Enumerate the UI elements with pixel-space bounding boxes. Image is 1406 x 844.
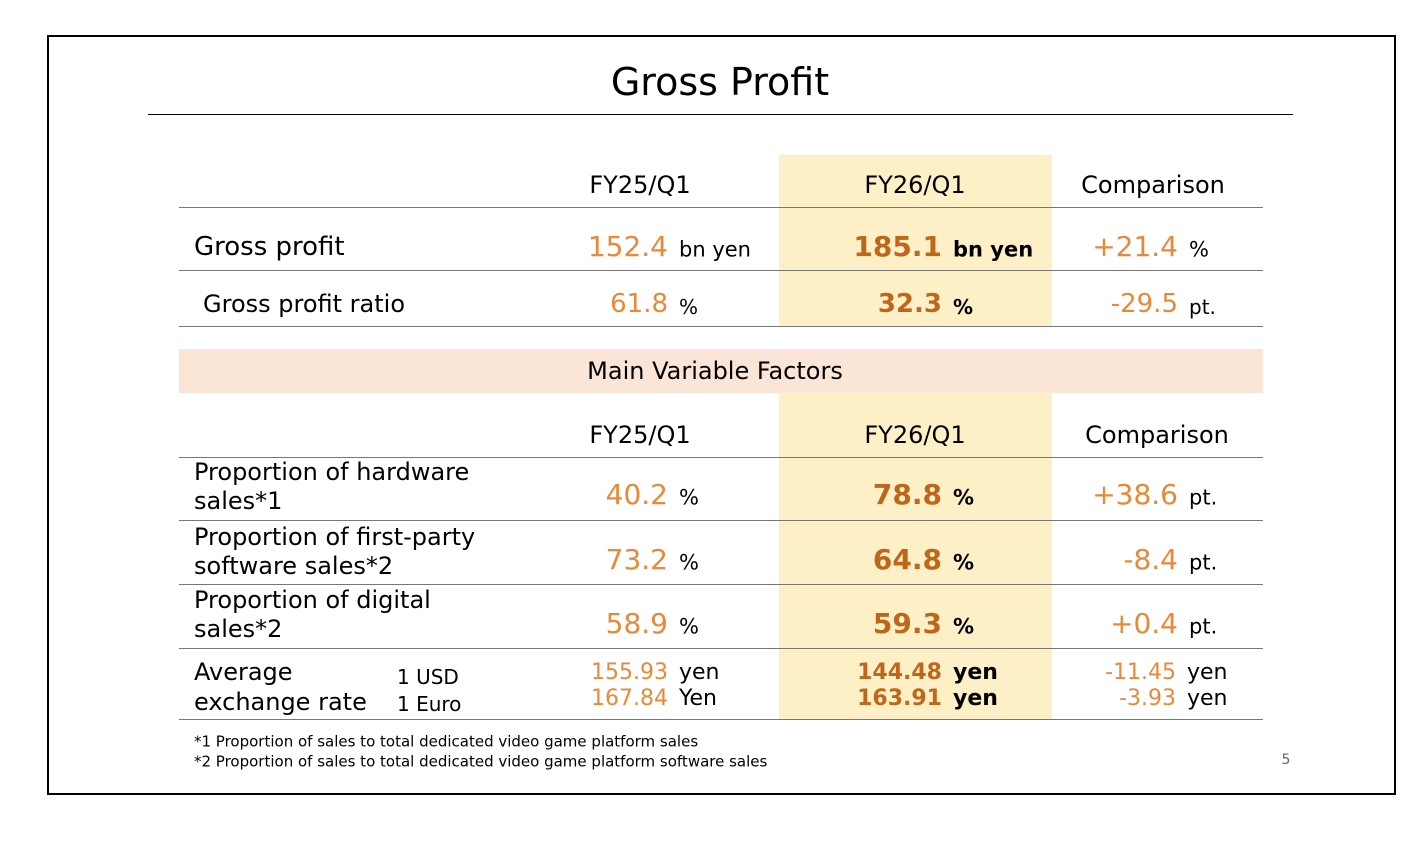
cell-unit: pt. <box>1189 295 1216 319</box>
cell-value: 73.2 <box>605 543 668 576</box>
cell-value: +0.4 <box>1110 607 1178 640</box>
cell-unit: % <box>953 614 975 639</box>
currency-label: 1 Euro <box>397 692 462 716</box>
cell-value: -8.4 <box>1123 543 1178 576</box>
cell-value: -11.45 <box>1105 660 1176 685</box>
cell-value: 58.9 <box>605 607 668 640</box>
frame <box>47 35 1396 795</box>
cell-unit: yen <box>679 660 720 685</box>
row-label: Gross profit ratio <box>203 290 406 318</box>
row-label: Gross profit <box>194 232 345 262</box>
cell-unit: % <box>679 295 699 319</box>
footnote: *2 Proportion of sales to total dedicate… <box>194 752 768 771</box>
row-label: exchange rate <box>194 688 367 716</box>
cell-value: 40.2 <box>605 478 668 511</box>
row-rule <box>179 326 1263 327</box>
cell-unit: % <box>679 485 699 510</box>
cell-unit: pt. <box>1189 550 1218 575</box>
highlight-column <box>779 393 1052 719</box>
cell-unit: pt. <box>1189 614 1218 639</box>
row-rule <box>179 719 1263 720</box>
row-rule <box>179 270 1263 271</box>
cell-unit: % <box>953 485 975 510</box>
cell-value: 167.84 <box>591 686 668 711</box>
currency-label: 1 USD <box>397 665 459 689</box>
row-label: Proportion of hardware <box>194 458 470 486</box>
cell-value: 78.8 <box>872 478 942 511</box>
cell-value: 59.3 <box>872 607 942 640</box>
cell-value: -29.5 <box>1110 289 1178 319</box>
cell-unit: Yen <box>679 686 717 711</box>
cell-unit: yen <box>1187 686 1228 711</box>
row-label: Proportion of first-party <box>194 523 476 551</box>
cell-unit: % <box>953 295 974 319</box>
cell-value: 32.3 <box>877 289 942 319</box>
cell-unit: yen <box>953 686 998 711</box>
cell-value: +21.4 <box>1092 230 1178 263</box>
column-header: FY25/Q1 <box>589 421 691 449</box>
row-label: Average <box>194 658 293 686</box>
footnote: *1 Proportion of sales to total dedicate… <box>194 732 699 751</box>
cell-unit: bn yen <box>679 237 751 262</box>
section-title: Main Variable Factors <box>587 357 843 385</box>
highlight-column <box>779 155 1052 326</box>
column-header: FY26/Q1 <box>864 421 966 449</box>
cell-unit: % <box>679 614 699 639</box>
cell-value: -3.93 <box>1119 686 1176 711</box>
column-header: FY25/Q1 <box>589 171 691 199</box>
row-label: sales*2 <box>194 615 283 643</box>
column-header: FY26/Q1 <box>864 171 966 199</box>
page-number: 5 <box>1281 752 1291 768</box>
cell-value: 152.4 <box>587 230 668 263</box>
column-header: Comparison <box>1081 171 1225 199</box>
cell-value: 61.8 <box>610 289 668 319</box>
cell-unit: bn yen <box>953 237 1034 262</box>
cell-value: 185.1 <box>853 230 942 263</box>
title: Gross Profit <box>610 60 830 104</box>
cell-value: +38.6 <box>1092 478 1178 511</box>
cell-unit: yen <box>953 660 998 685</box>
row-label: sales*1 <box>194 487 283 515</box>
row-rule <box>179 520 1263 521</box>
column-header: Comparison <box>1085 421 1229 449</box>
cell-value: 163.91 <box>857 686 942 711</box>
cell-unit: yen <box>1187 660 1228 685</box>
cell-unit: % <box>679 550 699 575</box>
section-band <box>179 349 1263 393</box>
cell-unit: % <box>953 550 975 575</box>
cell-value: 64.8 <box>872 543 942 576</box>
row-rule <box>179 584 1263 585</box>
row-rule <box>179 457 1263 458</box>
row-label: Proportion of digital <box>194 586 431 614</box>
cell-unit: % <box>1189 237 1209 262</box>
row-label: software sales*2 <box>194 552 394 580</box>
cell-value: 155.93 <box>591 660 668 685</box>
cell-unit: pt. <box>1189 485 1218 510</box>
cell-value: 144.48 <box>857 660 942 685</box>
title-rule <box>148 114 1293 115</box>
row-rule <box>179 648 1263 649</box>
row-rule <box>179 207 1263 208</box>
